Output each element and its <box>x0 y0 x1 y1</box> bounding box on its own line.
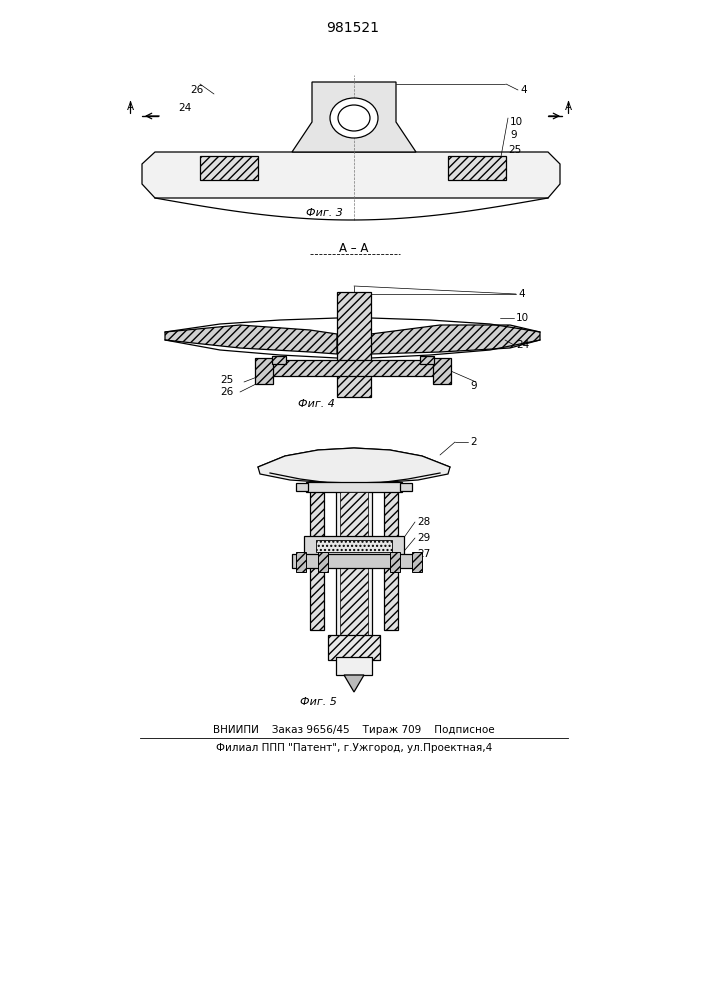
Text: 25: 25 <box>508 145 521 155</box>
Bar <box>448 156 506 180</box>
Bar <box>318 552 328 572</box>
Bar <box>412 552 422 572</box>
Bar <box>272 356 286 364</box>
Text: A: A <box>127 102 134 112</box>
Bar <box>200 156 258 180</box>
Bar <box>292 554 416 568</box>
Text: 4: 4 <box>520 85 527 95</box>
Polygon shape <box>165 325 337 354</box>
Bar <box>400 483 412 491</box>
Text: 10: 10 <box>510 117 523 127</box>
Text: Фиг. 3: Фиг. 3 <box>305 208 342 218</box>
Text: A: A <box>564 102 571 112</box>
Polygon shape <box>371 325 540 354</box>
Bar <box>310 490 324 630</box>
Text: 26: 26 <box>190 85 203 95</box>
Text: 24: 24 <box>178 103 192 113</box>
Bar <box>316 540 392 552</box>
Text: 9: 9 <box>510 130 517 140</box>
Bar <box>337 292 371 397</box>
Bar <box>328 635 380 660</box>
Polygon shape <box>292 82 416 152</box>
Bar <box>420 356 434 364</box>
Text: 10: 10 <box>516 313 529 323</box>
Bar <box>306 482 402 492</box>
Text: Филиал ППП "Патент", г.Ужгород, ул.Проектная,4: Филиал ППП "Патент", г.Ужгород, ул.Проек… <box>216 743 492 753</box>
Text: 26: 26 <box>220 387 233 397</box>
Polygon shape <box>142 152 560 198</box>
Bar <box>336 490 372 640</box>
Bar <box>255 358 273 384</box>
Text: 29: 29 <box>417 533 431 543</box>
Text: A – A: A – A <box>339 241 368 254</box>
Bar <box>296 552 306 572</box>
Text: 4: 4 <box>518 289 525 299</box>
Bar <box>384 490 398 630</box>
Polygon shape <box>344 675 364 692</box>
Bar <box>433 358 451 384</box>
Ellipse shape <box>330 98 378 138</box>
Bar <box>304 536 404 556</box>
Bar <box>336 657 372 675</box>
Polygon shape <box>258 448 450 483</box>
Bar <box>296 483 308 491</box>
Text: 27: 27 <box>417 549 431 559</box>
Text: 2: 2 <box>470 437 477 447</box>
Text: 24: 24 <box>516 340 530 350</box>
Text: 28: 28 <box>417 517 431 527</box>
Text: 25: 25 <box>220 375 233 385</box>
Bar <box>390 552 400 572</box>
Text: 9: 9 <box>470 381 477 391</box>
Text: 981521: 981521 <box>327 21 380 35</box>
Bar <box>272 360 434 376</box>
Text: Фиг. 5: Фиг. 5 <box>300 697 337 707</box>
Text: ВНИИПИ    Заказ 9656/45    Тираж 709    Подписное: ВНИИПИ Заказ 9656/45 Тираж 709 Подписное <box>214 725 495 735</box>
Bar <box>340 492 368 638</box>
Text: Фиг. 4: Фиг. 4 <box>298 399 334 409</box>
